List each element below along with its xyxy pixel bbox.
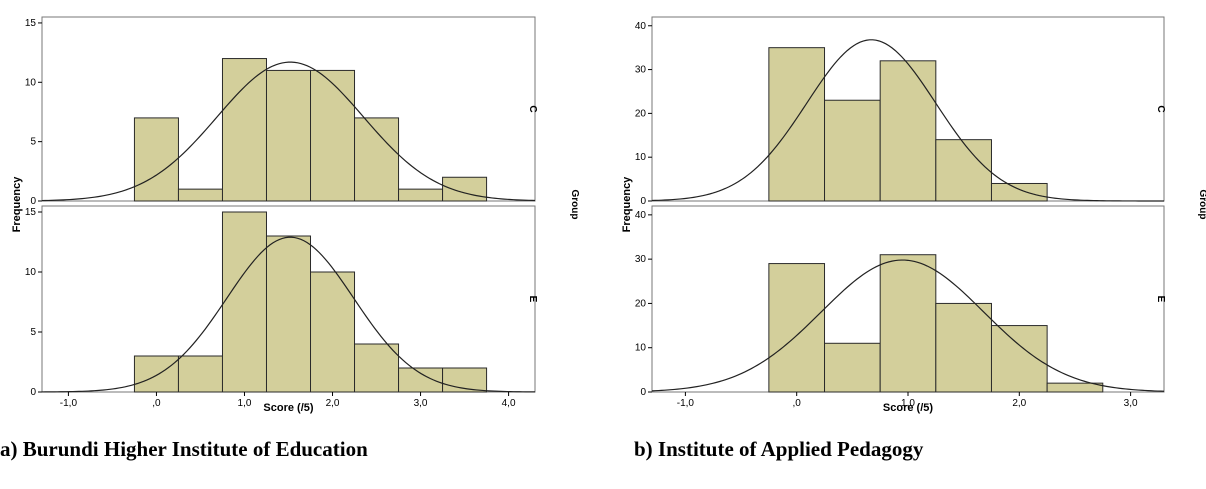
histogram-bar-1-C-1 (824, 99, 881, 202)
y-tick-label: 10 (635, 152, 647, 163)
y-tick-label: 10 (635, 343, 647, 354)
x-tick-label: 4,0 (502, 398, 516, 409)
y-axis-label: Frequency (11, 176, 23, 233)
histogram-bar-0-C-7 (442, 176, 488, 202)
caption-a: a) Burundi Higher Institute of Education (0, 437, 368, 461)
histogram-bar-0-E-3 (265, 235, 312, 393)
y-axis-label: Frequency (621, 176, 633, 233)
y-tick-label: 0 (640, 196, 646, 207)
x-tick-label: ,0 (793, 398, 802, 409)
histogram-bar-0-C-1 (177, 188, 223, 202)
histogram-bar-1-E-0 (768, 263, 826, 393)
x-tick-label: 1,0 (901, 398, 915, 409)
x-tick-label: 3,0 (1124, 398, 1138, 409)
histogram-bar-1-C-4 (990, 182, 1048, 202)
normal-curve-1-E (651, 259, 1165, 392)
histogram-bar-1-C-3 (935, 139, 992, 202)
x-tick-label: 3,0 (414, 398, 428, 409)
histogram-bar-0-C-2 (221, 58, 267, 202)
y-tick-label: 10 (25, 267, 37, 278)
facet-title: Group (1197, 190, 1206, 220)
y-tick-label: 20 (635, 298, 647, 309)
normal-curve-1-C (651, 39, 1164, 202)
facet-group-label: C (527, 105, 538, 112)
y-tick-label: 40 (635, 210, 647, 221)
x-axis-label: Score (/5) (263, 402, 313, 414)
y-tick-label: 30 (635, 65, 647, 76)
histogram-bar-0-C-6 (398, 188, 444, 202)
histogram-bar-1-E-4 (990, 325, 1048, 393)
histogram-bar-0-E-0 (133, 355, 179, 393)
histogram-bar-1-C-2 (879, 60, 937, 202)
histogram-bar-0-E-1 (177, 355, 223, 393)
x-tick-label: 1,0 (238, 398, 252, 409)
y-tick-label: 15 (25, 18, 37, 29)
y-tick-label: 15 (25, 207, 37, 218)
x-tick-label: ,0 (152, 398, 161, 409)
histogram-bar-0-C-0 (133, 117, 179, 202)
histogram-bar-1-E-1 (824, 342, 881, 393)
y-tick-label: 0 (30, 387, 36, 398)
histogram-bar-0-C-3 (265, 69, 312, 202)
caption-b: b) Institute of Applied Pedagogy (634, 437, 924, 461)
histogram-bar-1-E-3 (935, 302, 992, 393)
y-tick-label: 5 (30, 327, 36, 338)
y-tick-label: 0 (30, 196, 36, 207)
y-tick-label: 5 (30, 137, 36, 148)
facet-group-label: C (1155, 105, 1166, 112)
histogram-bar-1-C-0 (768, 47, 826, 202)
y-tick-label: 30 (635, 254, 647, 265)
facet-group-label: E (527, 296, 538, 303)
x-axis-label: Score (/5) (883, 402, 933, 414)
histogram-bar-0-C-4 (310, 69, 356, 202)
x-tick-label: -1,0 (677, 398, 695, 409)
y-tick-label: 40 (635, 21, 647, 32)
histogram-bar-0-E-2 (221, 211, 267, 393)
histogram-bar-1-E-2 (879, 254, 937, 393)
histogram-bar-0-E-4 (310, 271, 356, 393)
histogram-bar-0-E-6 (398, 367, 444, 393)
normal-curve-0-E (41, 236, 536, 393)
facet-title: Group (569, 190, 580, 220)
x-tick-label: 2,0 (326, 398, 340, 409)
x-tick-label: -1,0 (60, 398, 78, 409)
y-tick-label: 10 (25, 77, 37, 88)
x-tick-label: 2,0 (1012, 398, 1026, 409)
histogram-bar-1-E-5 (1046, 382, 1104, 393)
y-tick-label: 0 (640, 387, 646, 398)
y-tick-label: 20 (635, 108, 647, 119)
histogram-bar-0-E-5 (354, 343, 400, 393)
facet-group-label: E (1155, 296, 1166, 303)
histogram-bar-0-C-5 (354, 117, 400, 202)
normal-curve-0-C (41, 61, 536, 202)
